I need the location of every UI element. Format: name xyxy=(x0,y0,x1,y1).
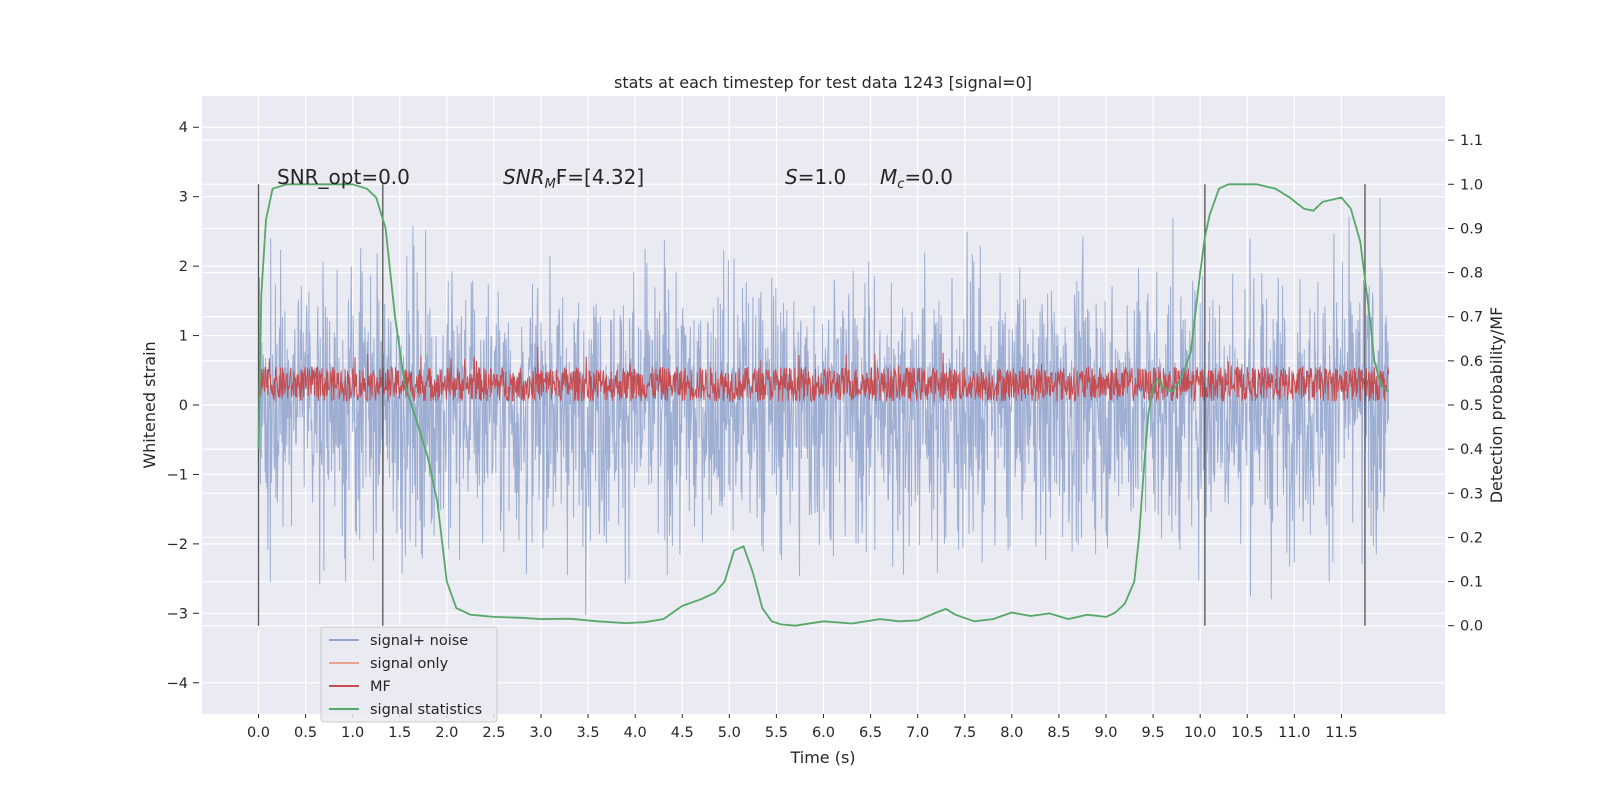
y-right-tick-label: 0.7 xyxy=(1460,310,1483,326)
mc-var: M xyxy=(880,165,897,189)
y-left-tick-label: 0 xyxy=(179,398,188,414)
x-tick-label: 2.0 xyxy=(435,725,458,741)
legend-label-signal-statistics: signal statistics xyxy=(370,702,482,718)
x-tick-label: 4.0 xyxy=(624,725,647,741)
s-var: S xyxy=(785,165,798,189)
y-right-tick-label: 0.0 xyxy=(1460,619,1483,635)
x-tick-label: 7.5 xyxy=(953,725,976,741)
annotation-snr-opt: SNR_opt=0.0 xyxy=(277,165,410,189)
legend-label-signal-noise: signal+ noise xyxy=(370,633,468,649)
y-left-tick-label: 1 xyxy=(179,329,188,345)
x-tick-label: 9.5 xyxy=(1142,725,1165,741)
y-right-tick-label: 0.8 xyxy=(1460,266,1483,282)
x-tick-label: 9.0 xyxy=(1094,725,1117,741)
snr-mf-prefix: SNR xyxy=(503,165,545,189)
y-right-tick-label: 0.3 xyxy=(1460,486,1483,502)
x-tick-label: 3.0 xyxy=(529,725,552,741)
x-tick-label: 3.5 xyxy=(577,725,600,741)
y-right-tick-label: 0.4 xyxy=(1460,442,1483,458)
series-mf xyxy=(258,346,1389,403)
signal-statistics-layer xyxy=(257,183,1390,627)
x-tick-label: 6.0 xyxy=(812,725,835,741)
series-signal-statistics xyxy=(257,183,1390,627)
y-left-tick-label: −3 xyxy=(167,606,188,622)
x-tick-label: 11.5 xyxy=(1325,725,1357,741)
s-val: =1.0 xyxy=(798,165,847,189)
x-tick-label: 0.5 xyxy=(294,725,317,741)
x-tick-label: 2.5 xyxy=(482,725,505,741)
x-tick-label: 4.5 xyxy=(671,725,694,741)
x-axis-label: Time (s) xyxy=(789,748,855,767)
x-tick-label: 5.0 xyxy=(718,725,741,741)
mf-series-layer xyxy=(258,346,1389,403)
x-tick-label: 5.5 xyxy=(765,725,788,741)
y-axis-label-left: Whitened strain xyxy=(140,341,159,468)
legend-label-mf: MF xyxy=(370,679,391,695)
x-tick-label: 0.0 xyxy=(247,725,270,741)
x-tick-label: 7.0 xyxy=(906,725,929,741)
y-left-tick-label: −2 xyxy=(167,537,188,553)
x-tick-label: 10.0 xyxy=(1184,725,1216,741)
mc-val: =0.0 xyxy=(904,165,953,189)
y-right-tick-label: 0.1 xyxy=(1460,575,1483,591)
x-tick-label: 1.5 xyxy=(388,725,411,741)
y-right-tick-label: 0.5 xyxy=(1460,398,1483,414)
y-right-tick-label: 0.2 xyxy=(1460,530,1483,546)
x-tick-label: 6.5 xyxy=(859,725,882,741)
annotation-s: S=1.0 xyxy=(785,165,846,189)
y-left-tick-label: −4 xyxy=(167,676,188,692)
y-right-tick-label: 1.1 xyxy=(1460,133,1483,149)
y-left-tick-label: −1 xyxy=(167,467,188,483)
y-right-tick-label: 0.9 xyxy=(1460,221,1483,237)
y-axis-label-right: Detection probability/MF xyxy=(1487,307,1506,504)
y-left-tick-label: 2 xyxy=(179,259,188,275)
chart-title: stats at each timestep for test data 124… xyxy=(614,73,1032,92)
y-left-tick-label: 3 xyxy=(179,190,188,206)
x-ticks: 0.0 0.5 1.0 1.5 2.0 2.5 3.0 3.5 4.0 4.5 5.0 5.5 6.0 6… xyxy=(247,714,1358,741)
legend-label-signal-only: signal only xyxy=(370,656,449,672)
annotation-snr-mf: SNRMF=[4.32] xyxy=(503,165,644,192)
legend-box xyxy=(320,626,498,723)
y-left-tick-label: 4 xyxy=(179,120,188,136)
snr-mf-suffix: F=[4.32] xyxy=(556,165,644,189)
x-tick-label: 10.5 xyxy=(1231,725,1263,741)
legend: signal+ noise signal only MF signal stat… xyxy=(320,626,498,723)
x-tick-label: 11.0 xyxy=(1278,725,1310,741)
y-right-ticks: 0.0 0.1 0.2 0.3 0.4 0.5 0.6 0.7 0.8 0.9 1.0 1.1 xyxy=(1448,133,1483,635)
y-right-tick-label: 0.6 xyxy=(1460,354,1483,370)
y-left-ticks: −4 −3 −2 −1 0 1 2 3 4 xyxy=(167,120,199,692)
strain-series-layer xyxy=(258,197,1389,616)
annotation-mc: Mc=0.0 xyxy=(880,165,953,192)
series-signal-noise xyxy=(258,197,1389,616)
x-tick-label: 8.5 xyxy=(1047,725,1070,741)
mc-sub: c xyxy=(897,177,904,192)
snr-mf-sub: M xyxy=(545,177,556,192)
x-tick-label: 1.0 xyxy=(341,725,364,741)
y-right-tick-label: 1.0 xyxy=(1460,177,1483,193)
x-tick-label: 8.0 xyxy=(1000,725,1023,741)
